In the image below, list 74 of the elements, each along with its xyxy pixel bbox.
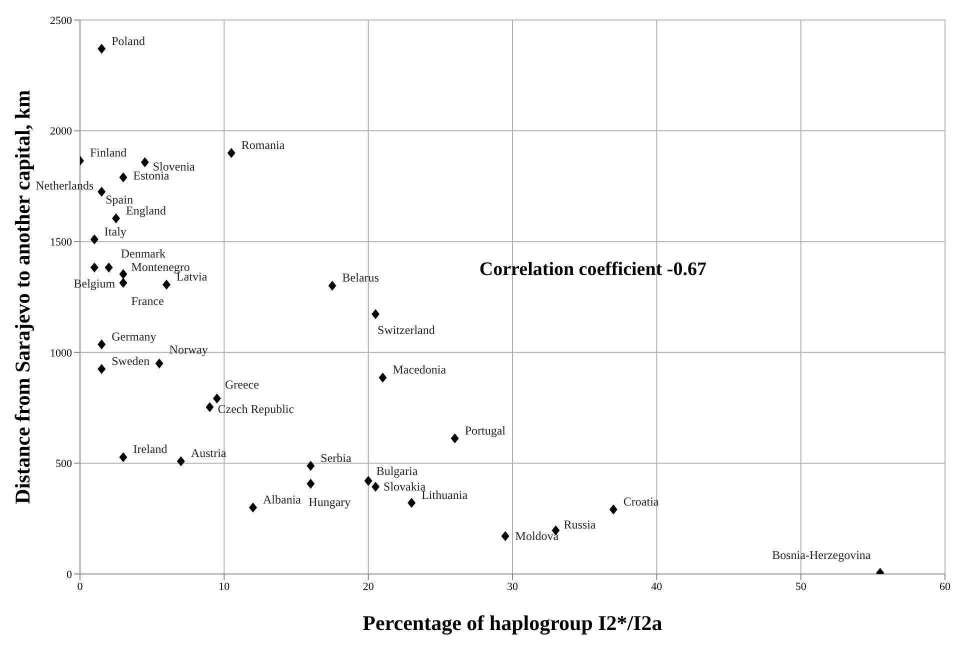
x-tick-label: 20	[362, 580, 374, 593]
y-tick-label: 2000	[50, 126, 72, 138]
point	[98, 44, 106, 54]
point	[306, 460, 315, 471]
x-tick-label: 10	[218, 580, 230, 593]
point	[364, 476, 372, 486]
y-tick-label: 0	[66, 568, 72, 581]
x-tick-label: 40	[651, 580, 663, 593]
y-tick-label: 500	[56, 458, 72, 470]
annotation: Denmark	[120, 246, 166, 261]
annotation: Norway	[169, 342, 208, 356]
point	[372, 482, 380, 492]
x-axis-title: Percentage of haplogroup I2*/I2a	[362, 611, 663, 635]
y-tick-label: 2500	[50, 14, 72, 27]
point	[98, 339, 106, 350]
annotation: Austria	[190, 446, 227, 460]
annotation: France	[131, 294, 164, 308]
annotation: Macedonia	[392, 362, 447, 377]
x-tick-label: 60	[940, 580, 951, 593]
annotation: Germany	[112, 329, 156, 344]
annotation: Bosnia-Herzegovina	[772, 548, 872, 562]
annotation: Czech Republic	[218, 402, 294, 416]
point	[609, 504, 618, 515]
point	[98, 186, 106, 197]
annotation: Switzerland	[378, 323, 435, 338]
annotation: Greece	[224, 377, 259, 392]
point	[227, 148, 236, 158]
annotation: Albania	[263, 492, 302, 507]
x-tick-label: 0	[77, 580, 84, 593]
point	[90, 234, 98, 244]
annotation: Belarus	[342, 270, 380, 285]
point	[104, 262, 113, 273]
x-tick-label: 50	[795, 580, 807, 593]
annotation: Correlation coefficient -0.67	[479, 258, 707, 280]
x-tick-label: 30	[507, 580, 518, 593]
point	[90, 262, 98, 273]
point	[306, 478, 315, 489]
annotation: Finland	[90, 146, 127, 160]
annotation: Ireland	[133, 442, 168, 456]
y-tick-label: 1500	[50, 236, 72, 249]
y-tick-label: 1000	[50, 347, 72, 360]
point	[112, 213, 120, 224]
point	[162, 280, 170, 290]
annotation: Portugal	[464, 423, 506, 438]
annotation: Belgium	[74, 276, 116, 291]
point	[408, 498, 416, 508]
annotation: Bulgaria	[376, 464, 418, 478]
annotation: Russia	[564, 517, 596, 532]
annotation: Romania	[241, 138, 286, 152]
point	[176, 456, 185, 466]
point	[155, 358, 164, 368]
point	[378, 372, 387, 383]
point	[328, 280, 336, 291]
point	[206, 402, 214, 412]
point	[119, 452, 128, 462]
point	[98, 364, 106, 374]
point	[140, 157, 149, 168]
annotation: Italy	[104, 224, 126, 238]
point	[119, 172, 128, 182]
point	[249, 502, 257, 513]
point	[372, 309, 380, 320]
point	[501, 531, 510, 542]
point	[450, 433, 459, 444]
annotation: Netherlands	[36, 178, 94, 193]
y-axis-title: Distance from Sarajevo to another capital, km	[10, 90, 34, 504]
annotation: Poland	[112, 34, 145, 48]
point	[212, 393, 221, 404]
point	[119, 269, 128, 280]
annotation: Serbia	[320, 450, 352, 465]
annotation: Moldova	[515, 529, 560, 544]
annotation: Croatia	[623, 494, 660, 509]
annotation: Sweden	[112, 354, 150, 368]
point	[119, 278, 128, 288]
annotation: Hungary	[308, 494, 351, 509]
